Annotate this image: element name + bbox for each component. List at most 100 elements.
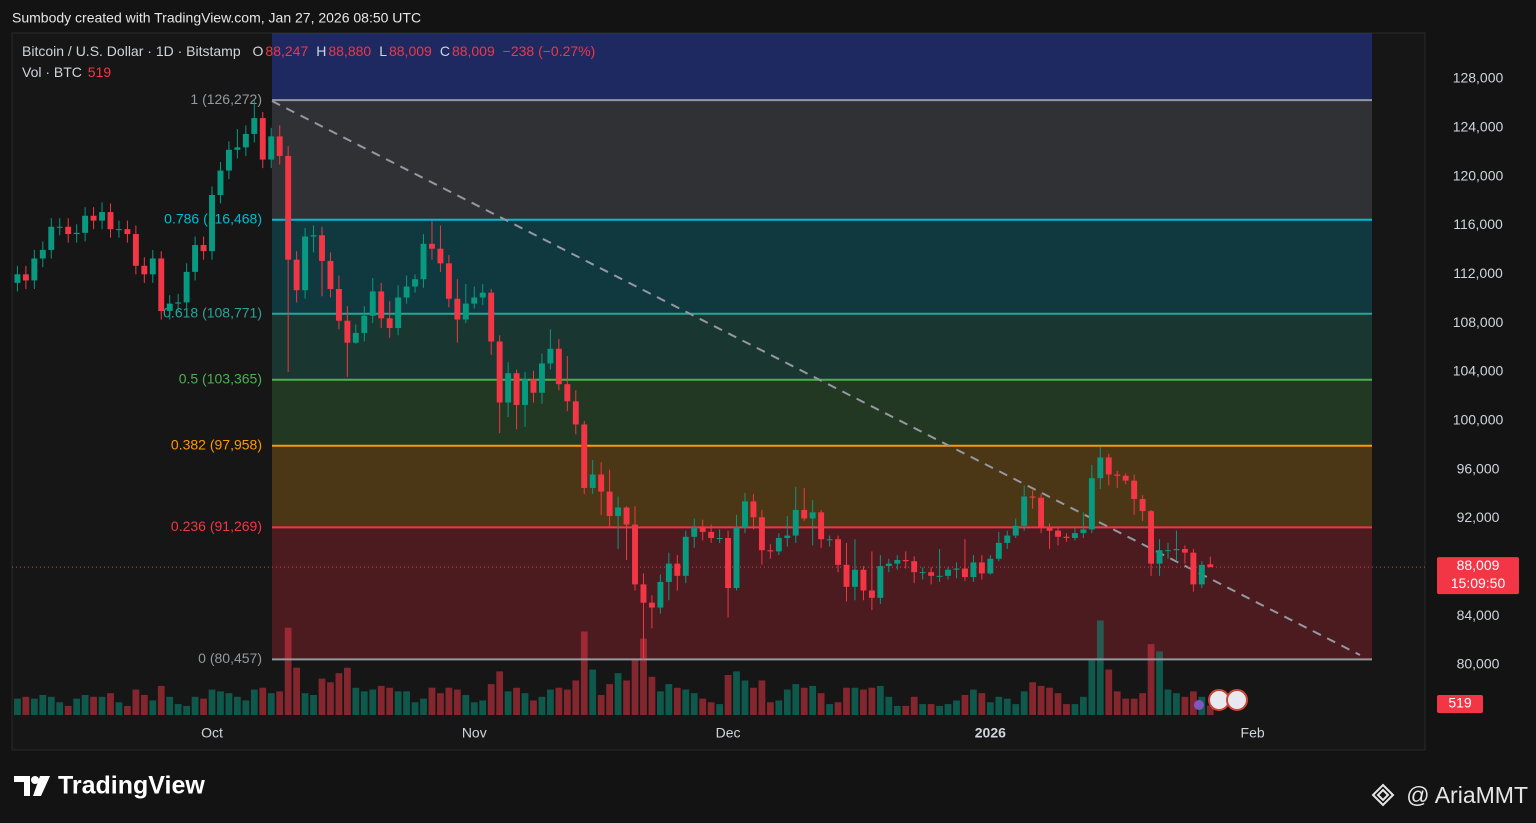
volume-legend: Vol · BTC 519 bbox=[22, 64, 113, 80]
candle-body bbox=[725, 537, 732, 589]
y-tick-label: 116,000 bbox=[1453, 216, 1503, 232]
candle-body bbox=[589, 474, 596, 488]
volume-bar bbox=[1003, 698, 1011, 715]
volume-bar bbox=[682, 689, 690, 715]
candle-body bbox=[39, 249, 46, 259]
volume-bar bbox=[462, 695, 470, 715]
volume-last: 519 bbox=[87, 64, 112, 80]
candle-body bbox=[894, 559, 901, 564]
volume-bar bbox=[327, 682, 334, 715]
volume-bar bbox=[513, 687, 520, 715]
candle-body bbox=[1080, 529, 1087, 534]
y-tick-label: 96,000 bbox=[1457, 460, 1500, 476]
volume-bar bbox=[970, 689, 977, 715]
candle-body bbox=[217, 170, 224, 195]
volume-bar bbox=[1046, 687, 1053, 715]
candle-body bbox=[530, 379, 537, 393]
volume-bar bbox=[124, 705, 131, 715]
plot-area bbox=[11, 32, 1426, 751]
symbol-title: Bitcoin / U.S. Dollar · 1D · Bitstamp bbox=[22, 43, 241, 59]
volume-bar bbox=[851, 687, 859, 715]
volume-bar bbox=[1139, 693, 1146, 715]
candle-body bbox=[1105, 457, 1112, 475]
countdown: 15:09:50 bbox=[1451, 575, 1506, 591]
fib-zones bbox=[272, 100, 1372, 660]
candle-body bbox=[319, 235, 325, 261]
candle-body bbox=[268, 136, 275, 160]
volume-bar bbox=[504, 691, 512, 715]
volume-bar bbox=[606, 684, 614, 715]
candle-body bbox=[1148, 511, 1155, 564]
candle-body bbox=[361, 315, 368, 333]
candle-body bbox=[750, 501, 757, 518]
volume-bar bbox=[335, 673, 343, 715]
author: @ AriaMMT bbox=[1406, 782, 1528, 808]
volume-bar bbox=[1105, 669, 1113, 715]
fib-label: 0 (80,457) bbox=[198, 650, 262, 666]
volume-bar bbox=[876, 685, 884, 715]
candle-body bbox=[31, 258, 38, 281]
candle-body bbox=[699, 527, 706, 532]
volume-bar bbox=[64, 705, 72, 715]
volume-bar bbox=[580, 631, 588, 715]
volume-bar bbox=[860, 689, 867, 715]
volume-bar bbox=[1063, 704, 1070, 715]
candle-body bbox=[733, 527, 740, 589]
x-tick-label: Oct bbox=[201, 725, 223, 741]
candle-body bbox=[1198, 564, 1205, 585]
x-tick-label: Feb bbox=[1241, 725, 1265, 741]
candle-body bbox=[259, 118, 266, 160]
candle-body bbox=[242, 133, 249, 148]
candle-body bbox=[1156, 550, 1163, 564]
volume-bar bbox=[242, 700, 250, 715]
volume-bar bbox=[411, 702, 419, 715]
candle-body bbox=[412, 279, 419, 287]
volume-bar bbox=[191, 696, 199, 715]
volume-bar bbox=[538, 696, 546, 715]
candle-body bbox=[175, 302, 182, 304]
candle-body bbox=[682, 536, 689, 576]
event-icon bbox=[1194, 700, 1204, 710]
candle-body bbox=[852, 569, 858, 587]
candle-body bbox=[1012, 525, 1019, 536]
volume-bar bbox=[310, 695, 317, 715]
volume-bar bbox=[487, 684, 495, 715]
volume-bar bbox=[301, 693, 309, 715]
volume-last-label: 519 bbox=[1448, 695, 1472, 711]
volume-bar bbox=[166, 696, 174, 715]
candle-body bbox=[479, 292, 486, 298]
candle-body bbox=[344, 320, 351, 343]
volume-bar bbox=[1173, 693, 1180, 715]
candle-body bbox=[505, 373, 512, 403]
volume-bar bbox=[1130, 698, 1138, 715]
candle-body bbox=[1139, 498, 1146, 512]
y-tick-label: 104,000 bbox=[1453, 363, 1504, 379]
volume-bar bbox=[868, 687, 876, 715]
volume-bar bbox=[1012, 704, 1020, 715]
candle-body bbox=[14, 274, 21, 283]
fib-zone bbox=[272, 313, 1372, 380]
volume-bar bbox=[673, 687, 681, 715]
candle-body bbox=[818, 512, 825, 540]
x-tick-label: Dec bbox=[716, 725, 741, 741]
logo-shape bbox=[33, 776, 50, 796]
candle-body bbox=[1131, 480, 1138, 499]
volume-bar bbox=[1147, 644, 1155, 715]
volume-bar bbox=[1181, 696, 1189, 715]
volume-bar bbox=[1037, 685, 1045, 715]
ohlc-key: C bbox=[439, 43, 450, 59]
volume-bar bbox=[217, 691, 224, 715]
candle-body bbox=[640, 584, 647, 603]
trend-line bbox=[271, 100, 1361, 656]
candle-body bbox=[1088, 478, 1095, 530]
fib-label: 0.382 (97,958) bbox=[171, 436, 262, 452]
volume-bar bbox=[919, 704, 927, 715]
volume-bar bbox=[1164, 689, 1172, 715]
volume-bar bbox=[724, 675, 732, 715]
candle-body bbox=[953, 568, 960, 570]
volume-bar bbox=[1113, 691, 1121, 715]
candle-body bbox=[149, 258, 156, 275]
candle-body bbox=[961, 568, 968, 578]
volume-bar bbox=[149, 700, 157, 715]
brand-name: TradingView bbox=[58, 772, 205, 800]
